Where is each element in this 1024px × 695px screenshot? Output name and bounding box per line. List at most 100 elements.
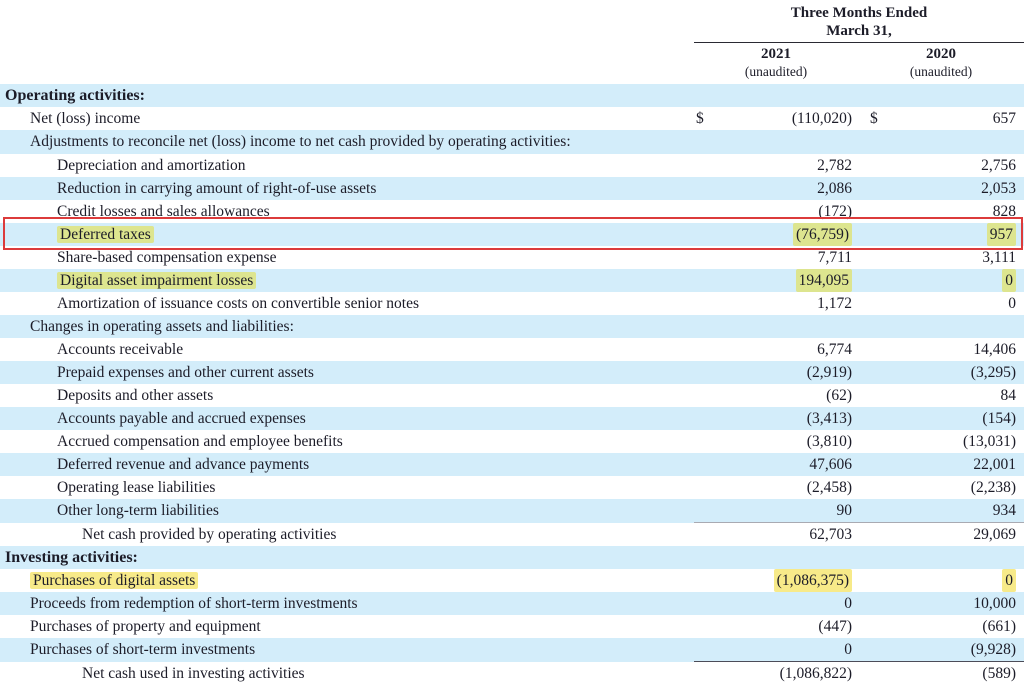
value-text: 22,001: [973, 453, 1016, 476]
value-text: 14,406: [973, 338, 1016, 361]
row-label: Other long-term liabilities: [0, 499, 694, 522]
table-row: Accounts payable and accrued expenses(3,…: [0, 407, 1024, 430]
table-row: Accrued compensation and employee benefi…: [0, 430, 1024, 453]
row-label: Deferred taxes: [0, 223, 694, 246]
value-col-2020: 29,069: [858, 523, 1024, 546]
value-text: (1,086,822): [780, 662, 852, 685]
value-text: (9,928): [971, 638, 1016, 661]
value-text: 10,000: [973, 592, 1016, 615]
value-text: (76,759): [793, 223, 852, 246]
table-body: Operating activities:Net (loss) income$(…: [0, 84, 1024, 685]
cash-flow-statement: Three Months Ended March 31, 2021 (unaud…: [0, 0, 1024, 695]
value-text: (2,919): [807, 361, 852, 384]
value-col-2021: [694, 546, 858, 569]
value-col-2021: (2,919): [694, 361, 858, 384]
value-text: 6,774: [817, 338, 852, 361]
value-col-2020: [858, 130, 1024, 154]
table-row: Share-based compensation expense7,7113,1…: [0, 246, 1024, 269]
column-2020-header: 2020 (unaudited): [858, 43, 1024, 80]
value-text: (2,458): [807, 476, 852, 499]
value-col-2021: 6,774: [694, 338, 858, 361]
row-label: Investing activities:: [0, 546, 694, 569]
value-text: 657: [993, 107, 1016, 130]
value-text: 1,172: [817, 292, 852, 315]
value-col-2021: 2,782: [694, 154, 858, 177]
table-row: Depreciation and amortization2,782 2,756: [0, 154, 1024, 177]
value-col-2021: 194,095: [694, 269, 858, 292]
value-col-2021: [694, 315, 858, 338]
row-label: Digital asset impairment losses: [0, 269, 694, 292]
year-columns: 2021 (unaudited) 2020 (unaudited): [694, 43, 1024, 80]
value-col-2020: 0: [858, 269, 1024, 292]
value-text: (154): [982, 407, 1016, 430]
value-text: 62,703: [809, 523, 852, 546]
value-text: 0: [844, 638, 852, 661]
value-col-2020: 934: [858, 499, 1024, 523]
header-spacer: [0, 4, 694, 80]
row-label: Purchases of property and equipment: [0, 615, 694, 638]
value-col-2021: $ (110,020): [694, 107, 858, 130]
value-col-2021: (447): [694, 615, 858, 638]
value-text: 828: [993, 200, 1016, 223]
value-col-2020: 2,053: [858, 177, 1024, 200]
table-row: Adjustments to reconcile net (loss) inco…: [0, 130, 1024, 154]
table-row: Credit losses and sales allowances(172)8…: [0, 200, 1024, 223]
value-text: 0: [844, 592, 852, 615]
row-label: Proceeds from redemption of short-term i…: [0, 592, 694, 615]
value-col-2021: (62): [694, 384, 858, 407]
table-row: Purchases of property and equipment (447)…: [0, 615, 1024, 638]
value-col-2020: (661): [858, 615, 1024, 638]
period-line-2: March 31,: [694, 22, 1024, 40]
period-heading: Three Months Ended March 31,: [694, 4, 1024, 43]
value-col-2020: 14,406: [858, 338, 1024, 361]
value-col-2021: (3,413): [694, 407, 858, 430]
row-label: Net (loss) income: [0, 107, 694, 130]
table-row: Deferred revenue and advance payments47,…: [0, 453, 1024, 476]
value-col-2020: (2,238): [858, 476, 1024, 499]
table-row: Purchases of digital assets(1,086,375)0: [0, 569, 1024, 592]
row-label: Net cash used in investing activities: [0, 662, 694, 685]
value-col-2021: (76,759): [694, 223, 858, 246]
value-col-2021: 90: [694, 499, 858, 523]
value-col-2020: 22,001: [858, 453, 1024, 476]
table-row: Net (loss) income$ (110,020)$657: [0, 107, 1024, 130]
value-text: (13,031): [963, 430, 1016, 453]
row-label: Accounts receivable: [0, 338, 694, 361]
row-label: Share-based compensation expense: [0, 246, 694, 269]
value-col-2020: 0: [858, 292, 1024, 315]
row-label: Adjustments to reconcile net (loss) inco…: [0, 130, 694, 154]
row-label: Purchases of short-term investments: [0, 638, 694, 661]
table-row: Purchases of short-term investments 0 (9,9…: [0, 638, 1024, 662]
value-text: (110,020): [792, 107, 852, 130]
value-text: 2,053: [981, 177, 1016, 200]
column-2021-header: 2021 (unaudited): [694, 43, 858, 80]
value-col-2020: 2,756: [858, 154, 1024, 177]
period-line-1: Three Months Ended: [694, 4, 1024, 22]
table-row: Proceeds from redemption of short-term i…: [0, 592, 1024, 615]
value-text: 194,095: [796, 269, 852, 292]
row-label: Depreciation and amortization: [0, 154, 694, 177]
row-label: Reduction in carrying amount of right-of…: [0, 177, 694, 200]
value-text: 29,069: [973, 523, 1016, 546]
dollar-sign: $: [696, 107, 704, 130]
value-col-2020: 3,111: [858, 246, 1024, 269]
value-col-2020: 84: [858, 384, 1024, 407]
table-row: Prepaid expenses and other current asset…: [0, 361, 1024, 384]
value-text: 2,756: [981, 154, 1016, 177]
value-col-2021: (172): [694, 200, 858, 223]
value-col-2021: 47,606: [694, 453, 858, 476]
value-col-2021: [694, 84, 858, 107]
value-text: (3,810): [807, 430, 852, 453]
value-text: 0: [1002, 569, 1016, 592]
unaudited-note-2020: (unaudited): [858, 63, 1024, 80]
value-col-2020: (154): [858, 407, 1024, 430]
value-col-2021: 2,086: [694, 177, 858, 200]
row-label: Prepaid expenses and other current asset…: [0, 361, 694, 384]
value-text: (2,238): [971, 476, 1016, 499]
table-row: Operating lease liabilities(2,458)(2,238…: [0, 476, 1024, 499]
table-row: Reduction in carrying amount of right-of…: [0, 177, 1024, 200]
value-col-2020: [858, 546, 1024, 569]
value-col-2021: 0: [694, 638, 858, 662]
value-text: (447): [818, 615, 852, 638]
value-text: (1,086,375): [774, 569, 852, 592]
